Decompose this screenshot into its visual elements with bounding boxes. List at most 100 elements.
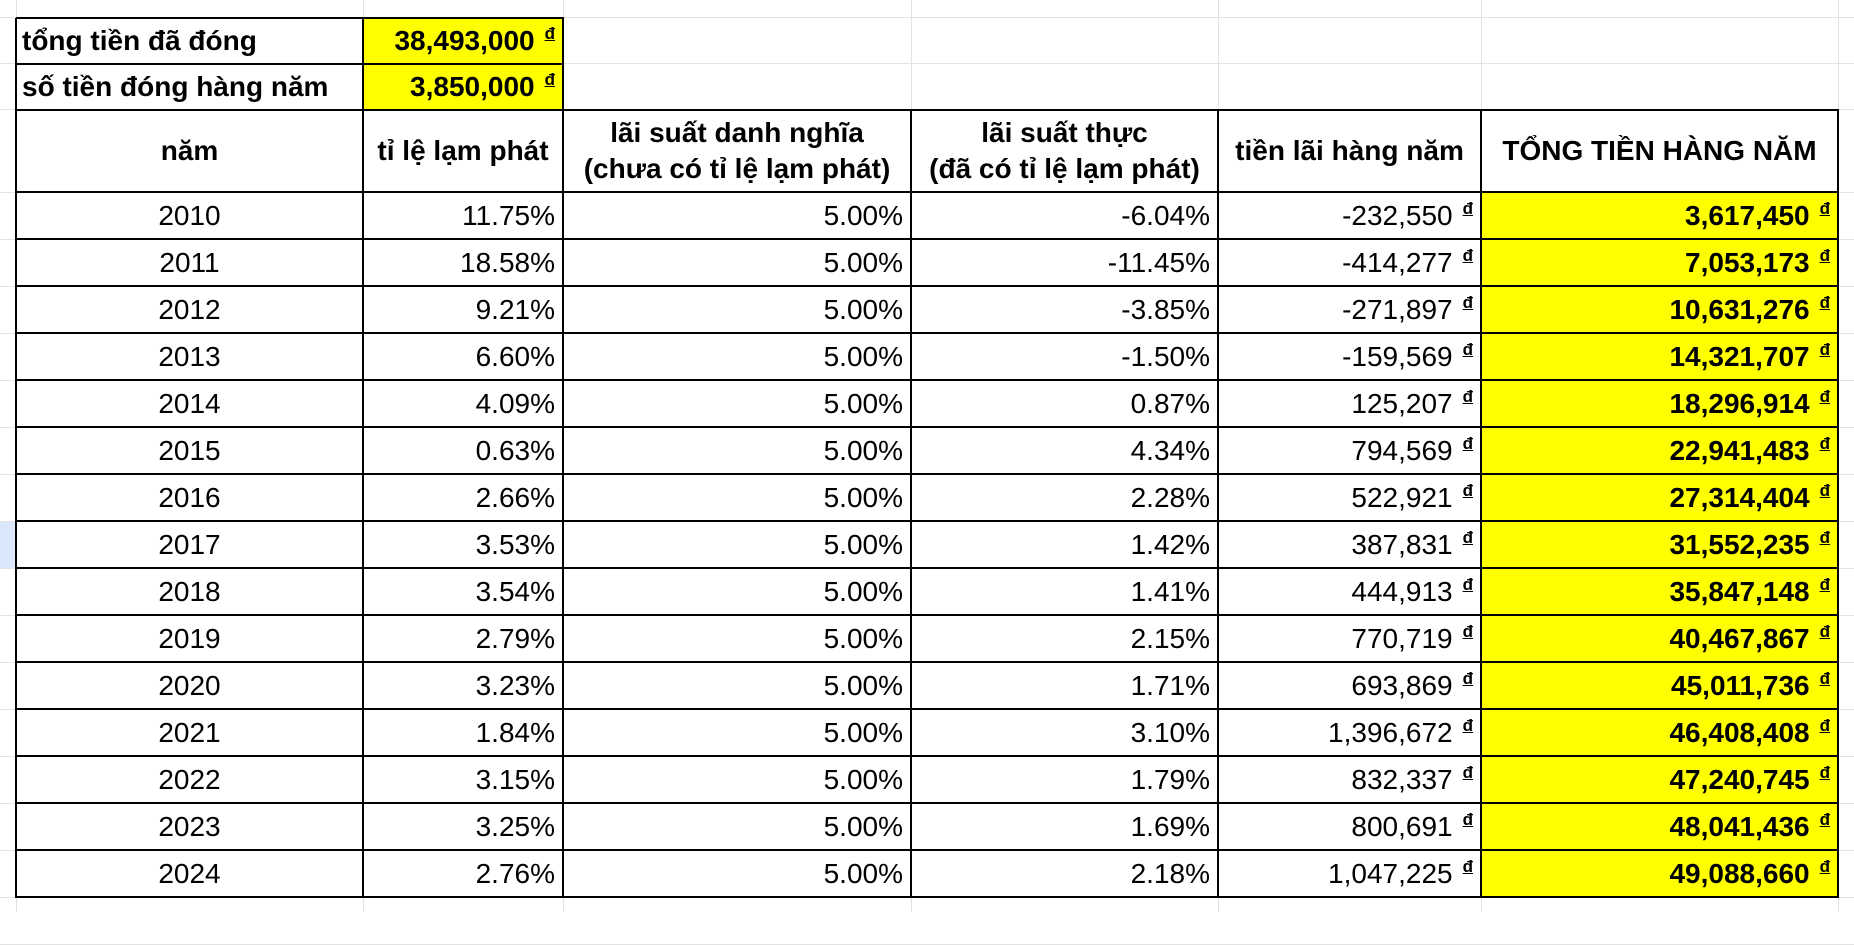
interest-cell[interactable]: 522,921 đ <box>1218 474 1481 521</box>
inflation-cell[interactable]: 3.54% <box>475 575 555 607</box>
year-cell[interactable]: 2019 <box>158 622 221 654</box>
interest-cell[interactable]: 1,047,225 đ <box>1218 850 1481 897</box>
interest-cell[interactable]: -232,550 đ <box>1218 192 1481 239</box>
header-real-rate[interactable]: lãi suất thực (đã có tỉ lệ lạm phát) <box>911 110 1218 192</box>
real-rate-cell[interactable]: 1.71% <box>1130 669 1210 701</box>
real-rate-cell[interactable]: -1.50% <box>1121 340 1210 372</box>
summary-label[interactable]: số tiền đóng hàng năm <box>22 71 329 102</box>
interest-cell[interactable]: 770,719 đ <box>1218 615 1481 662</box>
inflation-cell[interactable]: 3.25% <box>475 810 555 842</box>
nominal-rate-cell[interactable]: 5.00% <box>823 340 903 372</box>
nominal-rate-cell[interactable]: 5.00% <box>823 293 903 325</box>
interest-cell[interactable]: -159,569 đ <box>1218 333 1481 380</box>
interest-cell[interactable]: 387,831 đ <box>1218 521 1481 568</box>
inflation-cell[interactable]: 2.76% <box>475 857 555 889</box>
interest-cell[interactable]: 794,569 đ <box>1218 427 1481 474</box>
inflation-cell[interactable]: 11.75% <box>462 199 555 231</box>
inflation-cell[interactable]: 18.58% <box>460 246 555 278</box>
year-cell[interactable]: 2021 <box>158 716 221 748</box>
total-cell[interactable]: 27,314,404 đ <box>1481 474 1838 521</box>
total-cell[interactable]: 40,467,867 đ <box>1481 615 1838 662</box>
interest-cell[interactable]: 800,691 đ <box>1218 803 1481 850</box>
total-cell[interactable]: 45,011,736 đ <box>1481 662 1838 709</box>
inflation-cell[interactable]: 0.63% <box>475 434 555 466</box>
nominal-rate-cell[interactable]: 5.00% <box>823 716 903 748</box>
real-rate-cell[interactable]: -6.04% <box>1121 199 1210 231</box>
real-rate-cell[interactable]: 2.28% <box>1130 481 1210 513</box>
real-rate-cell[interactable]: -11.45% <box>1107 246 1210 278</box>
total-cell[interactable]: 49,088,660 đ <box>1481 850 1838 897</box>
year-cell[interactable]: 2022 <box>158 763 221 795</box>
total-cell[interactable]: 7,053,173 đ <box>1481 239 1838 286</box>
interest-cell[interactable]: -271,897 đ <box>1218 286 1481 333</box>
header-nominal-rate[interactable]: lãi suất danh nghĩa (chưa có tỉ lệ lạm ph… <box>563 110 911 192</box>
total-cell[interactable]: 10,631,276 đ <box>1481 286 1838 333</box>
real-rate-cell[interactable]: 3.10% <box>1130 716 1210 748</box>
nominal-rate-cell[interactable]: 5.00% <box>823 434 903 466</box>
year-cell[interactable]: 2013 <box>158 340 221 372</box>
year-cell[interactable]: 2010 <box>158 199 221 231</box>
nominal-rate-cell[interactable]: 5.00% <box>823 387 903 419</box>
inflation-cell[interactable]: 6.60% <box>475 340 555 372</box>
interest-cell[interactable]: 444,913 đ <box>1218 568 1481 615</box>
inflation-cell[interactable]: 3.15% <box>475 763 555 795</box>
real-rate-cell[interactable]: 1.42% <box>1130 528 1210 560</box>
header-year[interactable]: năm <box>16 110 363 192</box>
year-cell[interactable]: 2016 <box>158 481 221 513</box>
year-cell[interactable]: 2011 <box>159 246 220 278</box>
nominal-rate-cell[interactable]: 5.00% <box>823 810 903 842</box>
real-rate-cell[interactable]: -3.85% <box>1121 293 1210 325</box>
interest-cell[interactable]: 693,869 đ <box>1218 662 1481 709</box>
real-rate-cell[interactable]: 2.18% <box>1130 857 1210 889</box>
nominal-rate-cell[interactable]: 5.00% <box>823 481 903 513</box>
interest-cell[interactable]: 1,396,672 đ <box>1218 709 1481 756</box>
header-inflation[interactable]: tỉ lệ lạm phát <box>363 110 563 192</box>
real-rate-cell[interactable]: 1.69% <box>1130 810 1210 842</box>
total-cell[interactable]: 47,240,745 đ <box>1481 756 1838 803</box>
year-cell[interactable]: 2020 <box>158 669 221 701</box>
nominal-rate-cell[interactable]: 5.00% <box>823 199 903 231</box>
inflation-cell[interactable]: 1.84% <box>475 716 555 748</box>
total-cell[interactable]: 22,941,483 đ <box>1481 427 1838 474</box>
nominal-rate-cell[interactable]: 5.00% <box>823 246 903 278</box>
nominal-rate-cell[interactable]: 5.00% <box>823 622 903 654</box>
interest-cell[interactable]: 125,207 đ <box>1218 380 1481 427</box>
year-cell[interactable]: 2012 <box>158 293 221 325</box>
year-cell[interactable]: 2017 <box>158 528 221 560</box>
total-cell[interactable]: 46,408,408 đ <box>1481 709 1838 756</box>
inflation-cell[interactable]: 4.09% <box>475 387 555 419</box>
real-rate-cell[interactable]: 0.87% <box>1130 387 1210 419</box>
inflation-cell[interactable]: 2.79% <box>475 622 555 654</box>
total-cell[interactable]: 14,321,707 đ <box>1481 333 1838 380</box>
real-rate-cell[interactable]: 1.79% <box>1130 763 1210 795</box>
inflation-cell[interactable]: 9.21% <box>475 293 555 325</box>
year-cell[interactable]: 2023 <box>158 810 221 842</box>
real-rate-cell[interactable]: 4.34% <box>1130 434 1210 466</box>
year-cell[interactable]: 2015 <box>158 434 221 466</box>
summary-value-cell[interactable]: 3,850,000 đ <box>363 64 563 110</box>
total-cell[interactable]: 35,847,148 đ <box>1481 568 1838 615</box>
total-cell[interactable]: 48,041,436 đ <box>1481 803 1838 850</box>
nominal-rate-cell[interactable]: 5.00% <box>823 575 903 607</box>
summary-value-cell[interactable]: 38,493,000 đ <box>363 18 563 64</box>
inflation-cell[interactable]: 3.53% <box>475 528 555 560</box>
summary-label[interactable]: tổng tiền đã đóng <box>22 25 257 56</box>
inflation-cell[interactable]: 3.23% <box>475 669 555 701</box>
nominal-rate-cell[interactable]: 5.00% <box>823 857 903 889</box>
total-cell[interactable]: 31,552,235 đ <box>1481 521 1838 568</box>
interest-cell[interactable]: 832,337 đ <box>1218 756 1481 803</box>
year-cell[interactable]: 2014 <box>158 387 221 419</box>
header-interest[interactable]: tiền lãi hàng năm <box>1218 110 1481 192</box>
total-cell[interactable]: 3,617,450 đ <box>1481 192 1838 239</box>
nominal-rate-cell[interactable]: 5.00% <box>823 669 903 701</box>
year-cell[interactable]: 2018 <box>158 575 221 607</box>
nominal-rate-cell[interactable]: 5.00% <box>823 528 903 560</box>
real-rate-cell[interactable]: 2.15% <box>1130 622 1210 654</box>
real-rate-cell[interactable]: 1.41% <box>1130 575 1210 607</box>
interest-cell[interactable]: -414,277 đ <box>1218 239 1481 286</box>
nominal-rate-cell[interactable]: 5.00% <box>823 763 903 795</box>
header-total[interactable]: TỔNG TIỀN HÀNG NĂM <box>1481 110 1838 192</box>
year-cell[interactable]: 2024 <box>158 857 221 889</box>
total-cell[interactable]: 18,296,914 đ <box>1481 380 1838 427</box>
inflation-cell[interactable]: 2.66% <box>475 481 555 513</box>
